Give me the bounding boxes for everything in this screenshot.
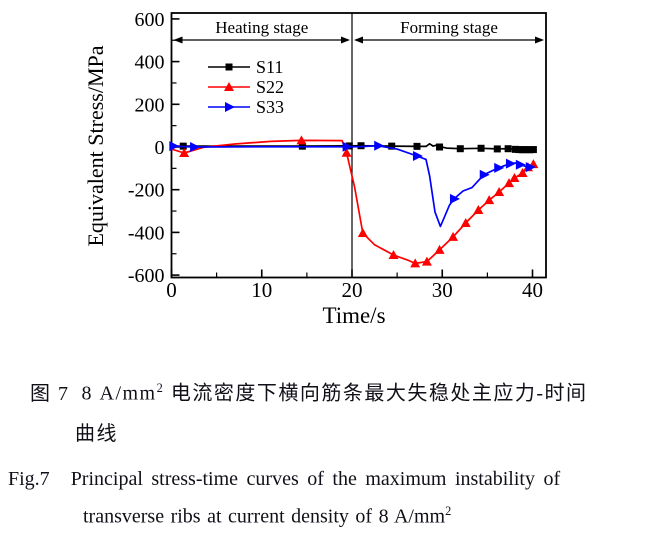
caption-zh-text-before-sup: 8 A/mm	[81, 382, 157, 405]
x-axis-title: Time/s	[322, 303, 385, 328]
triangle-up-marker	[410, 258, 421, 268]
triangle-up-marker	[388, 250, 399, 260]
triangle-right-marker	[505, 158, 516, 169]
triangle-up-marker	[434, 244, 445, 254]
caption-zh-superscript: 2	[156, 381, 165, 395]
x-tick-label: 40	[522, 278, 543, 302]
triangle-up-marker	[504, 178, 515, 188]
square-marker	[413, 142, 421, 150]
square-marker	[515, 146, 523, 154]
y-tick-label: 200	[135, 94, 165, 116]
caption-en-line2: transverse ribs at current density of 8 …	[83, 505, 451, 527]
x-tick-label: 30	[432, 278, 453, 302]
triangle-right-marker	[342, 141, 353, 152]
triangle-right-marker	[412, 150, 423, 161]
arrowhead	[354, 36, 363, 44]
caption-en-line1: Fig.7 Principal stress-time curves of the…	[8, 469, 560, 489]
y-tick-label: -200	[128, 180, 165, 202]
caption-zh-line2: 曲线	[75, 423, 118, 445]
triangle-up-marker	[357, 228, 368, 238]
square-marker	[388, 142, 396, 150]
y-axis-title: Equivalent Stress/MPa	[83, 45, 108, 246]
series-S33-markers	[169, 140, 536, 204]
square-marker	[526, 146, 534, 154]
caption-zh-figure-number: 图 7	[30, 382, 70, 405]
caption-en-text: Principal stress-time curves of the maxi…	[70, 468, 561, 490]
arrowhead	[535, 36, 545, 44]
square-marker	[504, 145, 512, 153]
square-marker	[519, 146, 527, 154]
square-marker	[511, 145, 519, 153]
triangle-up-marker	[517, 168, 528, 178]
triangle-up-marker	[224, 82, 234, 91]
square-marker	[436, 143, 444, 151]
stage-label: Forming stage	[400, 18, 498, 37]
triangle-up-marker	[494, 187, 505, 197]
triangle-right-marker	[494, 162, 505, 173]
triangle-up-marker	[448, 231, 459, 241]
square-marker	[529, 146, 537, 154]
triangle-up-marker	[179, 147, 190, 157]
square-marker	[493, 145, 501, 153]
caption-en-superscript: 2	[445, 504, 452, 518]
square-marker	[357, 142, 365, 150]
stage-label: Heating stage	[215, 18, 308, 37]
caption-zh-text-after-sup: 电流密度下横向筋条最大失稳处主应力-时间	[164, 382, 588, 405]
stage-annotation-heating: Heating stage	[173, 18, 350, 44]
caption-zh-line1: 图 7 8 A/mm2 电流密度下横向筋条最大失稳处主应力-时间	[30, 382, 588, 404]
series-S33-line	[173, 144, 534, 228]
triangle-up-marker	[341, 147, 352, 157]
square-marker	[456, 145, 464, 153]
y-tick-label: -600	[128, 265, 165, 287]
triangle-right-marker	[449, 193, 460, 204]
triangle-up-marker	[296, 135, 307, 145]
square-marker	[225, 63, 233, 71]
triangle-right-marker	[190, 142, 201, 152]
x-tick-label: 0	[166, 278, 177, 302]
x-tick-label: 20	[342, 278, 363, 302]
triangle-up-marker	[421, 256, 432, 266]
square-marker	[522, 146, 530, 154]
triangle-right-marker	[374, 140, 385, 151]
triangle-right-marker	[225, 102, 235, 112]
legend-label: S33	[256, 97, 284, 117]
caption-en-figure-number: Fig.7	[8, 468, 50, 490]
legend-label: S22	[256, 77, 284, 97]
caption-en-line2-text: transverse ribs at current density of 8 …	[83, 505, 446, 528]
series-S22-markers	[179, 135, 539, 268]
triangle-up-marker	[509, 172, 520, 182]
stage-annotation-forming: Forming stage	[354, 18, 545, 44]
square-marker	[477, 144, 485, 152]
legend-label: S11	[256, 57, 283, 77]
triangle-right-marker	[479, 169, 490, 180]
triangle-up-marker	[484, 195, 495, 205]
triangle-right-marker	[169, 141, 180, 152]
y-tick-label: 600	[135, 9, 165, 31]
triangle-right-marker	[515, 159, 526, 170]
y-tick-label: 400	[135, 52, 165, 74]
triangle-up-marker	[460, 218, 471, 228]
y-tick-label: 0	[155, 137, 165, 159]
x-tick-label: 10	[251, 278, 272, 302]
arrowhead	[173, 36, 183, 44]
triangle-right-marker	[525, 162, 536, 173]
y-tick-label: -400	[128, 222, 165, 244]
triangle-up-marker	[473, 204, 484, 214]
arrowhead	[341, 36, 350, 44]
